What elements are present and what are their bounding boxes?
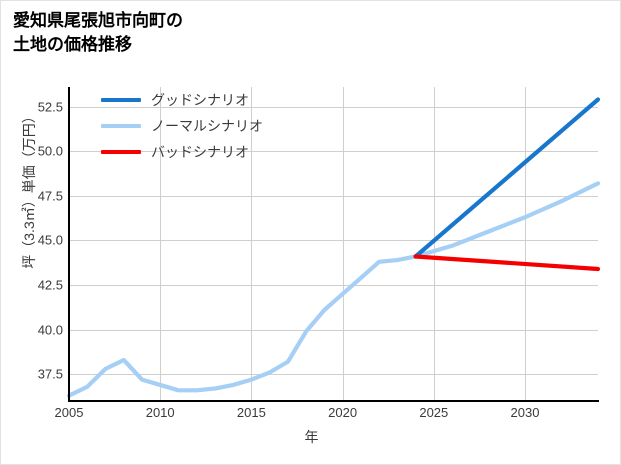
y-axis-tick-label: 37.5 [37,366,63,382]
legend-label: バッドシナリオ [151,144,249,160]
legend-item[interactable]: グッドシナリオ [101,91,263,109]
y-axis-tick-label: 40.0 [37,322,63,338]
legend-item[interactable]: バッドシナリオ [101,143,263,161]
line-good-scenario [413,97,601,259]
x-axis-tick-label: 2030 [510,405,540,420]
line-bad-scenario [413,254,601,272]
gridline-horizontal [69,240,598,242]
legend-color-swatch [101,150,141,154]
x-axis-tick-label: 2005 [54,405,84,420]
x-axis-tick-label: 2025 [419,405,449,420]
gridline-horizontal [69,195,598,197]
y-axis-tick-label: 52.5 [37,99,63,115]
gridline-vertical [525,87,526,401]
legend-label: ノーマルシナリオ [151,118,263,134]
x-axis-tick-label: 2020 [328,405,358,420]
line-normal-scenario [66,181,601,398]
gridline-horizontal [69,374,598,376]
x-axis-title: 年 [304,429,319,445]
y-axis-tick-label: 45.0 [37,232,63,248]
gridline-vertical [160,87,162,401]
plot-area [66,87,601,401]
x-axis-tick-label: 2015 [236,405,266,420]
gridline-horizontal [69,329,598,331]
y-axis-tick-label: 47.5 [37,188,63,204]
y-axis-line [68,87,70,402]
gridline-horizontal [69,106,598,108]
series-layer [66,97,601,398]
gridline-horizontal [69,285,598,286]
gridline-vertical [251,87,253,401]
legend-color-swatch [101,124,141,128]
y-axis-title: 坪（3.3㎡）単価（万円） [21,109,37,269]
legend-label: グッドシナリオ [151,92,249,108]
x-axis-tick-label: 2010 [145,405,175,420]
y-axis-tick-labels: 37.5 40.0 42.5 45.0 47.5 50.0 52.5 [15,87,63,401]
x-axis-line [68,400,599,402]
chart-legend: グッドシナリオ ノーマルシナリオ バッドシナリオ [101,91,263,161]
gridline-vertical [433,87,435,401]
gridline-vertical [342,87,344,401]
y-axis-tick-label: 50.0 [37,143,63,159]
x-axis-tick-labels: 2005 2010 2015 2020 2025 2030 [55,405,598,425]
legend-item[interactable]: ノーマルシナリオ [101,117,263,135]
page-title: 愛知県尾張旭市向町の 土地の価格推移 [13,11,183,55]
y-axis-tick-label: 42.5 [37,277,63,293]
gridline-horizontal [69,151,598,153]
legend-color-swatch [101,98,141,102]
